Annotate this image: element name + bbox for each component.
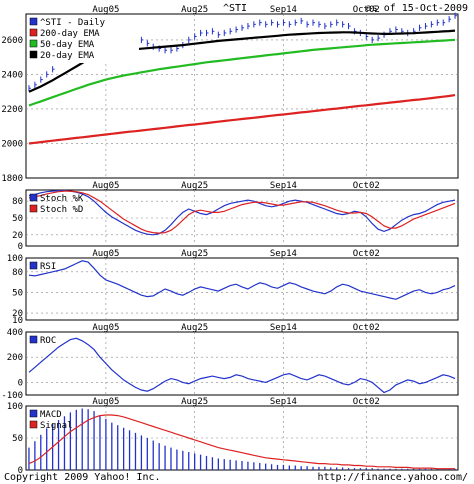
x-date-label: Oct02 — [353, 181, 380, 191]
y-tick-label: 20 — [12, 231, 23, 241]
x-date-label: Oct02 — [353, 249, 380, 259]
y-tick-label: 200 — [7, 353, 23, 363]
legend-label: ROC — [40, 336, 56, 346]
legend-label: Stoch %D — [40, 205, 83, 215]
y-tick-label: 2200 — [1, 105, 23, 115]
x-date-label: Oct02 — [353, 5, 380, 15]
y-tick-label: 100 — [7, 402, 23, 412]
x-date-label: Aug05 — [92, 181, 119, 191]
panel-3: -100 0 200 400 Aug05 Aug25 Sep14 Oct02 ROC — [1, 323, 459, 401]
x-date-label: Aug25 — [181, 5, 208, 15]
legend-swatch — [29, 204, 38, 213]
y-tick-label: 100 — [7, 254, 23, 264]
x-date-label: Sep14 — [270, 397, 297, 407]
legend-label: RSI — [40, 262, 56, 272]
panel-0: 1800 2000 2200 2400 2600 Aug05 Aug25 Sep14 Oct02… — [1, 5, 459, 184]
x-date-label: Sep14 — [270, 323, 297, 333]
legend-label: ^STI - Daily — [40, 18, 106, 28]
y-tick-label: 80 — [12, 268, 23, 278]
series-line-50-day-ema — [28, 38, 456, 107]
y-tick-label: -100 — [1, 391, 23, 401]
x-date-label: Sep14 — [270, 249, 297, 259]
legend-label: 20-day EMA — [40, 51, 95, 61]
legend-swatch — [29, 17, 38, 26]
x-date-label: Aug05 — [92, 397, 119, 407]
legend-swatch — [29, 420, 38, 429]
legend-label: 200-day EMA — [40, 29, 100, 39]
legend-label: 50-day EMA — [40, 40, 95, 50]
series-line-stoch-k — [28, 190, 456, 236]
legend-label: Stoch %K — [40, 194, 84, 204]
legend-swatch — [29, 409, 38, 418]
y-tick-label: 400 — [7, 328, 23, 338]
y-tick-label: 50 — [12, 214, 23, 224]
series-line-roc — [28, 337, 456, 394]
y-tick-label: 20 — [12, 309, 23, 319]
series-line-signal — [28, 414, 455, 470]
panel-1: 020 50 80 Aug05 Aug25 Sep14 Oct02 Stoch %KStoch… — [12, 181, 459, 252]
y-tick-label: 50 — [12, 288, 23, 298]
x-date-label: Aug25 — [181, 397, 208, 407]
legend-bg — [27, 15, 139, 63]
x-date-label: Aug25 — [181, 249, 208, 259]
y-tick-label: 80 — [12, 197, 23, 207]
x-date-label: Aug05 — [92, 323, 119, 333]
x-date-label: Sep14 — [270, 181, 297, 191]
legend-swatch — [29, 39, 38, 48]
x-date-label: Aug05 — [92, 249, 119, 259]
series-line-rsi — [28, 260, 456, 300]
legend-label: Signal — [40, 421, 73, 431]
series-line-200-day-ema — [28, 94, 456, 145]
legend-swatch — [29, 193, 38, 202]
y-tick-label: 1800 — [1, 174, 23, 184]
x-date-label: Sep14 — [270, 5, 297, 15]
copyright-text: Copyright 2009 Yahoo! Inc. — [4, 472, 161, 483]
y-tick-label: 10 — [12, 316, 23, 326]
y-tick-label: 0 — [18, 466, 23, 476]
panel-frame — [25, 257, 459, 321]
series-line-stoch-d — [28, 190, 456, 234]
legend-swatch — [29, 50, 38, 59]
x-date-label: Aug25 — [181, 323, 208, 333]
y-tick-label: 2600 — [1, 36, 23, 46]
legend-swatch — [29, 335, 38, 344]
y-tick-label: 2000 — [1, 139, 23, 149]
y-tick-label: 2400 — [1, 70, 23, 80]
x-date-label: Oct02 — [353, 397, 380, 407]
y-tick-label: 50 — [12, 434, 23, 444]
x-date-label: Aug25 — [181, 181, 208, 191]
panel-frame — [25, 331, 459, 396]
source-url: http://finance.yahoo.com/ — [317, 472, 468, 483]
as-of-date: as of 15-Oct-2009 — [366, 3, 468, 14]
legend-swatch — [29, 261, 38, 270]
chart-symbol-title: ^STI — [223, 3, 247, 14]
legend-label: MACD — [40, 410, 62, 420]
y-tick-label: 0 — [18, 378, 23, 388]
x-date-label: Oct02 — [353, 323, 380, 333]
y-tick-label: 0 — [18, 242, 23, 252]
legend-swatch — [29, 28, 38, 37]
x-date-label: Aug05 — [92, 5, 119, 15]
